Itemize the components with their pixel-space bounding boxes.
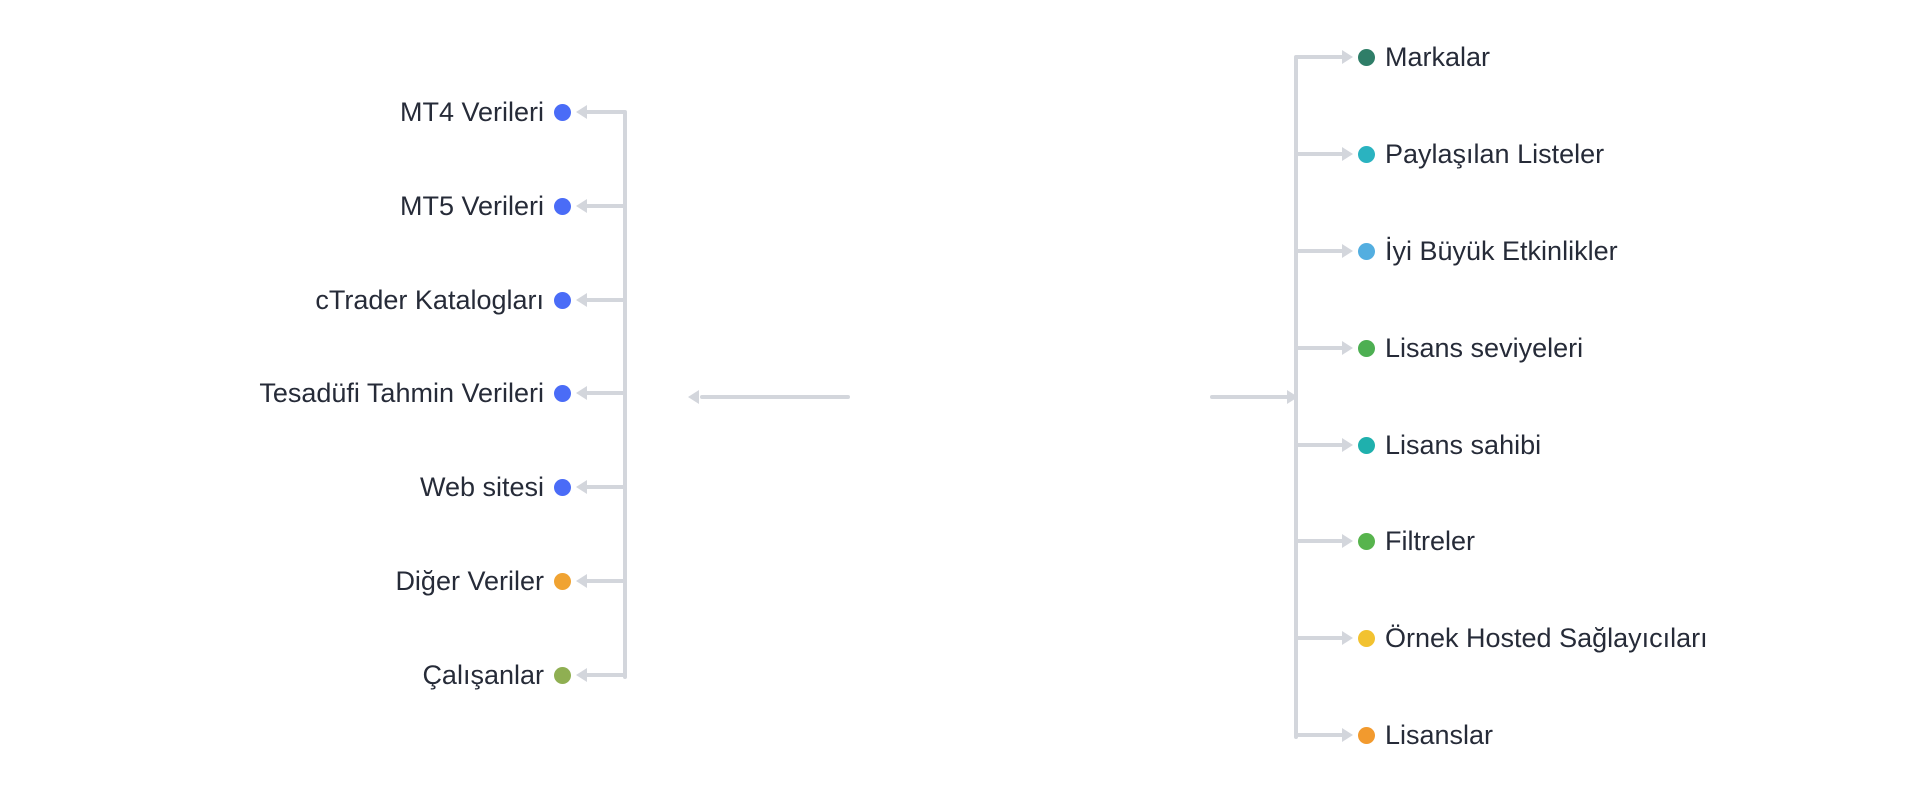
branch-arrow-icon[interactable] — [1342, 341, 1353, 355]
branch-connector — [1296, 733, 1342, 737]
branch-arrow-icon[interactable] — [1342, 50, 1353, 64]
right-root-connector — [1210, 395, 1296, 399]
node-dot — [1358, 242, 1375, 260]
branch-connector — [587, 485, 625, 489]
left-root-connector — [700, 395, 850, 399]
node-label: Lisans seviyeleri — [1385, 333, 1584, 363]
branch-arrow-icon[interactable] — [576, 480, 587, 494]
node-dot — [554, 666, 571, 684]
branch-connector — [587, 110, 625, 114]
node-lisans-seviyeleri[interactable]: Lisans seviyeleri — [1296, 328, 1583, 368]
branch-connector — [587, 204, 625, 208]
branch-connector — [1296, 55, 1342, 59]
branch-arrow-icon[interactable] — [1342, 244, 1353, 258]
node-label: Paylaşılan Listeler — [1385, 139, 1605, 169]
node-label: Diğer Veriler — [395, 566, 544, 596]
node-dot — [1358, 48, 1375, 66]
node-paylasilan-listeler[interactable]: Paylaşılan Listeler — [1296, 134, 1604, 174]
node-dot — [1358, 726, 1375, 744]
node-label: Örnek Hosted Sağlayıcıları — [1385, 623, 1708, 653]
left-branch-spine — [623, 110, 627, 679]
branch-arrow-icon[interactable] — [1342, 147, 1353, 161]
branch-connector — [1296, 152, 1342, 156]
node-dot — [554, 197, 571, 215]
node-dot — [554, 572, 571, 590]
node-label: Web sitesi — [419, 472, 544, 502]
branch-connector — [1296, 346, 1342, 350]
node-tahmin-verileri[interactable]: Tesadüfi Tahmin Verileri — [0, 373, 625, 413]
node-label: Tesadüfi Tahmin Verileri — [259, 378, 544, 408]
node-hosted-saglayicilari[interactable]: Örnek Hosted Sağlayıcıları — [1296, 618, 1708, 658]
node-calisanlar[interactable]: Çalışanlar — [0, 655, 625, 695]
node-dot — [1358, 629, 1375, 647]
right-root-arrow-icon — [1287, 390, 1298, 404]
branch-arrow-icon[interactable] — [576, 574, 587, 588]
branch-arrow-icon[interactable] — [1342, 534, 1353, 548]
node-mt5-verileri[interactable]: MT5 Verileri — [0, 186, 625, 226]
node-label: İyi Büyük Etkinlikler — [1385, 236, 1618, 266]
left-root-arrow-icon — [688, 390, 699, 404]
node-diger-veriler[interactable]: Diğer Veriler — [0, 561, 625, 601]
branch-connector — [587, 579, 625, 583]
node-markalar[interactable]: Markalar — [1296, 37, 1490, 77]
node-lisans-sahibi[interactable]: Lisans sahibi — [1296, 425, 1541, 465]
branch-arrow-icon[interactable] — [576, 293, 587, 307]
node-dot — [554, 291, 571, 309]
node-label: Filtreler — [1385, 526, 1476, 556]
branch-arrow-icon[interactable] — [1342, 631, 1353, 645]
node-label: Lisanslar — [1385, 720, 1494, 750]
node-label: MT4 Verileri — [399, 97, 544, 127]
node-ctrader[interactable]: cTrader Katalogları — [0, 280, 625, 320]
node-buyuk-etkinlikler[interactable]: İyi Büyük Etkinlikler — [1296, 231, 1618, 271]
branch-connector — [587, 673, 625, 677]
node-dot — [1358, 145, 1375, 163]
branch-connector — [1296, 249, 1342, 253]
branch-connector — [1296, 443, 1342, 447]
node-dot — [1358, 436, 1375, 454]
branch-connector — [1296, 539, 1342, 543]
node-dot — [554, 478, 571, 496]
branch-connector — [587, 298, 625, 302]
node-dot — [554, 103, 571, 121]
branch-connector — [587, 391, 625, 395]
node-label: Lisans sahibi — [1385, 430, 1542, 460]
node-label: Markalar — [1385, 42, 1491, 72]
branch-connector — [1296, 636, 1342, 640]
branch-arrow-icon[interactable] — [576, 386, 587, 400]
node-dot — [1358, 532, 1375, 550]
node-lisanslar[interactable]: Lisanslar — [1296, 715, 1493, 755]
node-label: Çalışanlar — [422, 660, 544, 690]
node-filtreler[interactable]: Filtreler — [1296, 521, 1475, 561]
node-label: MT5 Verileri — [399, 191, 544, 221]
node-label: cTrader Katalogları — [315, 285, 544, 315]
branch-arrow-icon[interactable] — [576, 668, 587, 682]
node-dot — [1358, 339, 1375, 357]
branch-arrow-icon[interactable] — [576, 105, 587, 119]
branch-arrow-icon[interactable] — [1342, 728, 1353, 742]
branch-arrow-icon[interactable] — [576, 199, 587, 213]
node-mt4-verileri[interactable]: MT4 Verileri — [0, 92, 625, 132]
node-web-sitesi[interactable]: Web sitesi — [0, 467, 625, 507]
node-dot — [554, 384, 571, 402]
branch-arrow-icon[interactable] — [1342, 438, 1353, 452]
